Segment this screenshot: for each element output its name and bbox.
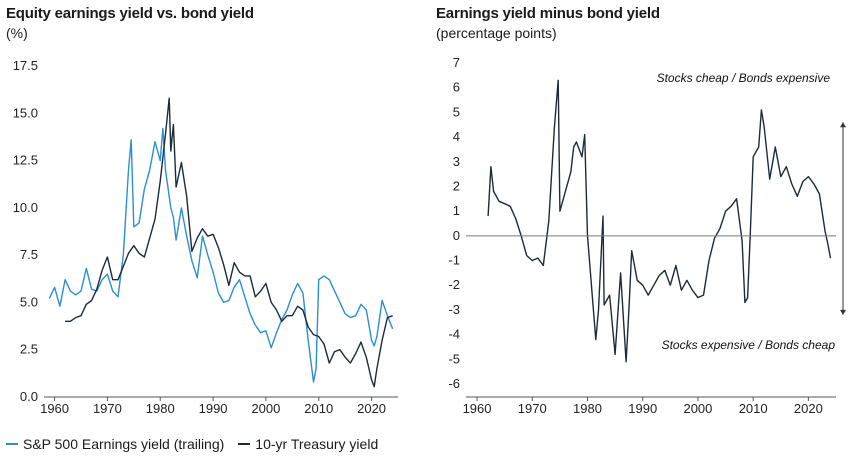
right-chart-x-tick-label: 1980 [573,401,602,416]
left-chart-x-tick-label: 2020 [357,401,386,416]
right-chart-title: Earnings yield minus bond yield [436,5,660,22]
left-chart-title: Equity earnings yield vs. bond yield [6,5,254,22]
legend: S&P 500 Earnings yield (trailing) 10-yr … [6,436,378,452]
right-chart-y-tick-label: 1 [453,203,460,218]
right-chart-series-line-0 [487,79,832,363]
right-chart-y-tick-label: -2 [448,277,460,292]
left-chart-y-tick-label: 0.0 [20,389,38,404]
left-chart-y-tick-label: 17.5 [13,58,38,73]
left-chart-x-tick-label: 1960 [40,401,69,416]
left-chart-y-tick-label: 12.5 [13,153,38,168]
left-chart-y-tick-label: 10.0 [13,200,38,215]
right-chart-x-tick-label: 2020 [794,401,823,416]
right-chart-x-tick-label: 2010 [739,401,768,416]
right-chart-y-tick-label: -5 [448,351,460,366]
left-chart-y-tick-label: 5.0 [20,294,38,309]
right-chart-x-tick-label: 2000 [683,401,712,416]
right-chart-y-tick-label: -1 [448,253,460,268]
right-chart-y-tick-label: -6 [448,376,460,391]
right-chart-x-tick-label: 1970 [518,401,547,416]
left-chart-x-tick-label: 2010 [304,401,333,416]
legend-item-treasury: 10-yr Treasury yield [238,436,378,452]
annotation-stocks-cheap: Stocks cheap / Bonds expensive [657,71,831,85]
legend-label-earnings: S&P 500 Earnings yield (trailing) [23,436,225,452]
right-chart-x-tick-label: 1960 [463,401,492,416]
legend-swatch-treasury [238,443,251,445]
right-chart-y-tick-label: 5 [453,104,460,119]
left-chart-x-tick-label: 1990 [199,401,228,416]
legend-swatch-earnings [6,443,18,445]
left-chart-series-line-1 [65,97,393,388]
right-chart-y-tick-label: 4 [453,129,460,144]
right-chart-arrowhead-up [840,122,846,128]
right-chart-y-tick-label: 7 [453,55,460,70]
left-chart-y-tick-label: 2.5 [20,342,38,357]
right-chart-arrowhead-down [840,309,846,315]
right-chart-x-tick-label: 1990 [628,401,657,416]
right-chart-y-tick-label: 3 [453,154,460,169]
left-chart-unit: (%) [6,25,28,41]
right-chart-unit: (percentage points) [436,25,557,41]
left-chart-y-tick-label: 15.0 [13,105,38,120]
legend-label-treasury: 10-yr Treasury yield [255,436,379,452]
left-chart-x-tick-label: 2000 [251,401,280,416]
right-chart-y-tick-label: -4 [448,327,460,342]
annotation-stocks-expensive: Stocks expensive / Bonds cheap [662,338,836,352]
right-chart-y-tick-label: 0 [453,228,460,243]
right-chart-y-tick-label: -3 [448,302,460,317]
left-chart-x-tick-label: 1970 [93,401,122,416]
right-chart-y-tick-label: 2 [453,178,460,193]
left-chart-x-tick-label: 1980 [146,401,175,416]
left-chart-y-tick-label: 7.5 [20,247,38,262]
right-chart-y-tick-label: 6 [453,80,460,95]
legend-item-earnings: S&P 500 Earnings yield (trailing) [6,436,224,452]
left-chart-series-line-0 [48,127,394,383]
